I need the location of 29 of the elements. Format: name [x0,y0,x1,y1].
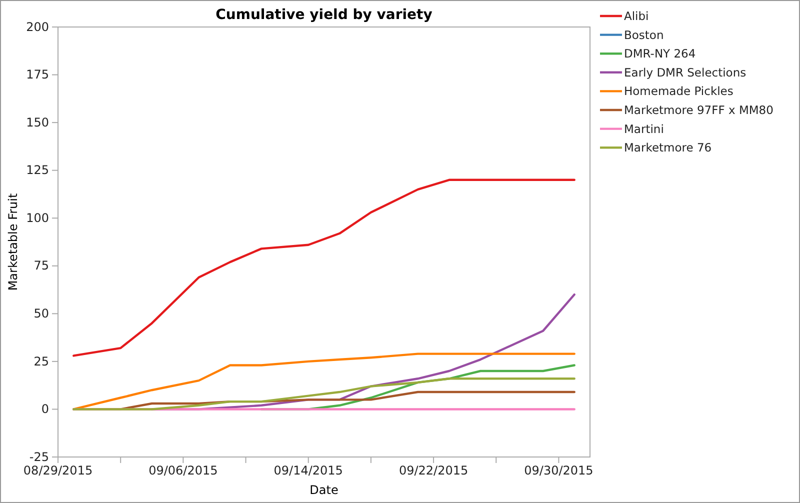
y-tick-label: 0 [41,402,49,416]
legend-label: Marketmore 76 [624,140,712,155]
legend-label: Homemade Pickles [624,84,734,98]
y-axis-title: Marketable Fruit [6,193,20,291]
x-tick-label: 08/29/2015 [23,464,93,478]
y-tick-label: 125 [26,163,49,178]
y-tick-label: 100 [26,210,49,225]
legend-label: Boston [624,28,664,42]
legend-label: Martini [624,122,664,136]
legend-label: Early DMR Selections [624,65,746,80]
y-tick-label: 25 [34,354,49,368]
x-tick-label: 09/22/2015 [398,464,468,478]
line-series [72,378,576,410]
x-tick-label: 09/14/2015 [274,464,343,478]
legend-label: Marketmore 97FF x MM80 [624,103,774,117]
x-tick-label: 09/30/2015 [524,464,594,478]
y-tick-label: 50 [34,306,49,321]
y-tick-label: 200 [26,20,49,34]
x-axis-title: Date [310,483,338,497]
x-tick-label: 09/06/2015 [148,464,218,478]
line-series [72,352,576,410]
legend-label: Alibi [624,9,649,23]
chart-title: Cumulative yield by variety [216,7,432,23]
y-tick-label: 75 [34,258,49,273]
legend-label: DMR-NY 264 [624,46,696,61]
y-tick-label: 175 [26,68,49,82]
y-tick-label: 150 [26,115,49,130]
y-tick-label: -25 [29,450,49,464]
line-series [72,178,576,357]
